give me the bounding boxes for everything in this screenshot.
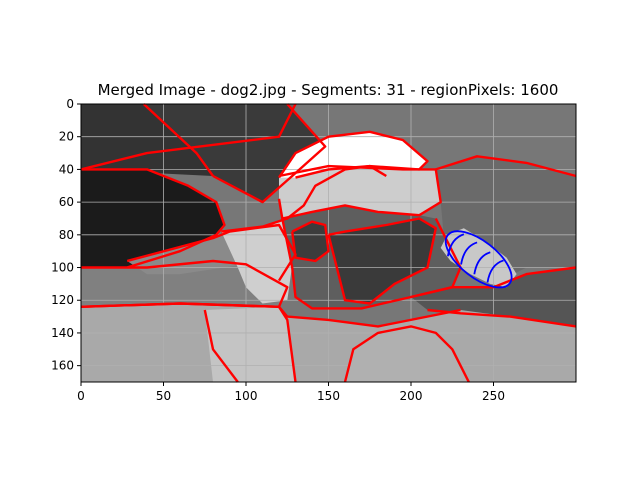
chart-title: Merged Image - dog2.jpg - Segments: 31 -… (98, 81, 559, 99)
region-bottom-mid-ground (204, 306, 296, 382)
boundary-16 (277, 306, 297, 383)
region-ear-ellipse-fill (440, 228, 517, 288)
boundary-15 (203, 309, 239, 383)
region-dark-patch-a (292, 221, 329, 261)
x-ticks: 0 50 100 150 200 250 (77, 382, 505, 403)
ytick-label-140: 140 (51, 326, 74, 340)
region-black-left (81, 169, 225, 268)
boundary-6 (277, 164, 442, 220)
boundary-10 (327, 217, 437, 305)
boundary-9 (291, 220, 330, 263)
boundary-14 (80, 302, 461, 328)
y-ticks: 0 20 40 60 80 100 120 140 160 (51, 97, 81, 373)
boundary-2 (81, 168, 226, 269)
boundary-18 (80, 103, 297, 171)
segment-boundaries (80, 103, 577, 383)
region-left-lower-field (81, 261, 288, 307)
ellipse-arc-0 (447, 233, 465, 257)
ytick-label-160: 160 (51, 359, 74, 373)
xtick-label-50: 50 (156, 389, 171, 403)
region-dark-patch-b (328, 218, 436, 304)
ellipse-arc-2 (473, 251, 491, 275)
ytick-label-100: 100 (51, 261, 74, 275)
ytick-label-40: 40 (59, 162, 74, 176)
xtick-label-200: 200 (400, 389, 423, 403)
ellipse-outline (444, 230, 513, 289)
xtick-label-250: 250 (482, 389, 505, 403)
boundary-3 (142, 103, 214, 177)
segmented-image (81, 104, 576, 382)
boundary-13 (427, 308, 577, 328)
ytick-label-20: 20 (59, 130, 74, 144)
boundary-4 (212, 103, 327, 204)
ellipse-arc-3 (486, 259, 504, 283)
ytick-label-60: 60 (59, 195, 74, 209)
xtick-label-0: 0 (77, 389, 85, 403)
ellipse-arc-1 (460, 241, 478, 265)
ear-ellipse (444, 230, 513, 289)
ytick-label-80: 80 (59, 228, 74, 242)
boundary-8 (281, 217, 462, 310)
boundary-7 (278, 130, 429, 179)
ytick-label-120: 120 (51, 293, 74, 307)
xtick-label-150: 150 (317, 389, 340, 403)
ytick-label-0: 0 (66, 97, 74, 111)
region-bottom-circle-ground (345, 326, 469, 382)
xtick-label-100: 100 (235, 389, 258, 403)
region-dark-left-upper (81, 104, 213, 176)
boundary-11 (435, 155, 577, 178)
region-dog-back-light (279, 166, 441, 219)
boundary-17 (343, 325, 470, 383)
